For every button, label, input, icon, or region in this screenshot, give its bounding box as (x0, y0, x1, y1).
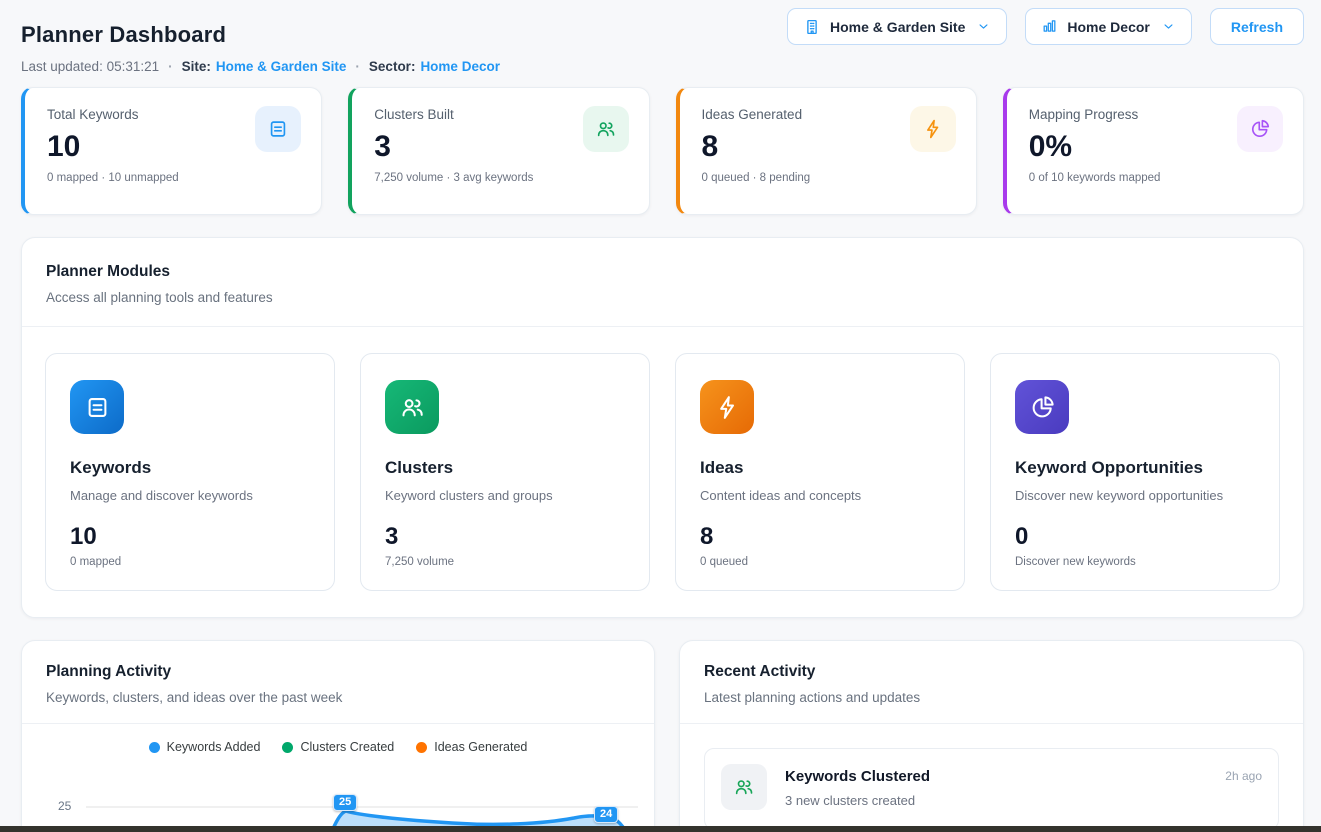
module-sub: 0 queued (700, 556, 940, 568)
bottom-row: Planning Activity Keywords, clusters, an… (21, 640, 1304, 832)
refresh-button[interactable]: Refresh (1210, 8, 1304, 45)
module-description: Keyword clusters and groups (385, 488, 625, 503)
module-sub: 0 mapped (70, 556, 310, 568)
modules-panel-head: Planner Modules Access all planning tool… (22, 238, 1303, 326)
legend-dot-blue (149, 742, 160, 753)
recent-activity-card: Recent Activity Latest planning actions … (679, 640, 1304, 832)
planning-activity-subtitle: Keywords, clusters, and ideas over the p… (46, 690, 630, 705)
sector-selector-dropdown[interactable]: Home Decor (1025, 8, 1191, 45)
module-title: Clusters (385, 458, 625, 478)
site-selector-value: Home & Garden Site (830, 19, 965, 35)
bolt-icon (910, 106, 956, 152)
chart-legend: Keywords Added Clusters Created Ideas Ge… (22, 740, 654, 754)
module-card-ideas[interactable]: Ideas Content ideas and concepts 8 0 que… (675, 353, 965, 591)
module-description: Manage and discover keywords (70, 488, 310, 503)
module-sub: 7,250 volume (385, 556, 625, 568)
page-header: Planner Dashboard Last updated: 05:31:21… (0, 0, 1321, 74)
module-value: 0 (1015, 523, 1255, 551)
module-card-keywords[interactable]: Keywords Manage and discover keywords 10… (45, 353, 335, 591)
stat-card-mapping-progress: Mapping Progress 0% 0 of 10 keywords map… (1003, 87, 1304, 215)
divider (22, 723, 654, 724)
modules-panel-subtitle: Access all planning tools and features (46, 290, 1279, 305)
building-icon (803, 18, 821, 36)
sector-selector-value: Home Decor (1067, 19, 1149, 35)
legend-item-ideas-generated[interactable]: Ideas Generated (416, 740, 527, 754)
users-icon (583, 106, 629, 152)
activity-list-item[interactable]: Keywords Clustered 3 new clusters create… (704, 748, 1279, 830)
bolt-icon (700, 380, 754, 434)
stat-sub: 0 queued · 8 pending (702, 172, 954, 184)
legend-dot-orange (416, 742, 427, 753)
stat-sub: 0 of 10 keywords mapped (1029, 172, 1281, 184)
stat-sub: 0 mapped · 10 unmapped (47, 172, 299, 184)
legend-item-keywords-added[interactable]: Keywords Added (149, 740, 261, 754)
module-card-keyword-opportunities[interactable]: Keyword Opportunities Discover new keywo… (990, 353, 1280, 591)
pie-chart-icon (1237, 106, 1283, 152)
last-updated-text: Last updated: 05:31:21 (21, 59, 159, 74)
modules-grid: Keywords Manage and discover keywords 10… (22, 327, 1303, 617)
stat-card-ideas-generated: Ideas Generated 8 0 queued · 8 pending (676, 87, 977, 215)
data-point-label: 25 (333, 794, 357, 811)
meta-separator: · (355, 59, 360, 74)
chevron-down-icon (1161, 19, 1176, 34)
stats-row: Total Keywords 10 0 mapped · 10 unmapped… (0, 87, 1321, 215)
stat-card-total-keywords: Total Keywords 10 0 mapped · 10 unmapped (21, 87, 322, 215)
module-description: Content ideas and concepts (700, 488, 940, 503)
module-title: Keyword Opportunities (1015, 458, 1255, 478)
sector-link[interactable]: Home Decor (420, 59, 500, 74)
module-title: Keywords (70, 458, 310, 478)
legend-item-clusters-created[interactable]: Clusters Created (282, 740, 394, 754)
planning-activity-title: Planning Activity (46, 663, 630, 681)
data-point-label: 24 (594, 806, 618, 823)
document-icon (255, 106, 301, 152)
site-label: Site: (182, 59, 211, 74)
bar-chart-icon (1041, 18, 1058, 35)
screen-bottom-edge (0, 826, 1321, 832)
users-icon (721, 764, 767, 810)
stat-sub: 7,250 volume · 3 avg keywords (374, 172, 626, 184)
document-icon (70, 380, 124, 434)
module-sub: Discover new keywords (1015, 556, 1255, 568)
modules-panel-title: Planner Modules (46, 263, 1279, 281)
activity-item-title: Keywords Clustered (785, 768, 930, 785)
planner-modules-panel: Planner Modules Access all planning tool… (21, 237, 1304, 618)
activity-item-description: 3 new clusters created (785, 793, 930, 808)
legend-dot-green (282, 742, 293, 753)
planning-activity-card: Planning Activity Keywords, clusters, an… (21, 640, 655, 832)
site-link[interactable]: Home & Garden Site (216, 59, 347, 74)
module-description: Discover new keyword opportunities (1015, 488, 1255, 503)
site-selector-dropdown[interactable]: Home & Garden Site (787, 8, 1007, 45)
sector-label: Sector: (369, 59, 416, 74)
chevron-down-icon (976, 19, 991, 34)
pie-chart-icon (1015, 380, 1069, 434)
activity-item-timestamp: 2h ago (1225, 769, 1262, 783)
recent-activity-subtitle: Latest planning actions and updates (704, 690, 1279, 705)
recent-activity-title: Recent Activity (704, 663, 1279, 681)
module-title: Ideas (700, 458, 940, 478)
stat-card-clusters-built: Clusters Built 3 7,250 volume · 3 avg ke… (348, 87, 649, 215)
module-card-clusters[interactable]: Clusters Keyword clusters and groups 3 7… (360, 353, 650, 591)
header-controls: Home & Garden Site Home Decor Refresh (787, 8, 1304, 45)
header-meta: Last updated: 05:31:21 · Site: Home & Ga… (21, 59, 1304, 74)
module-value: 3 (385, 523, 625, 551)
users-icon (385, 380, 439, 434)
module-value: 10 (70, 523, 310, 551)
meta-separator: · (168, 59, 173, 74)
module-value: 8 (700, 523, 940, 551)
